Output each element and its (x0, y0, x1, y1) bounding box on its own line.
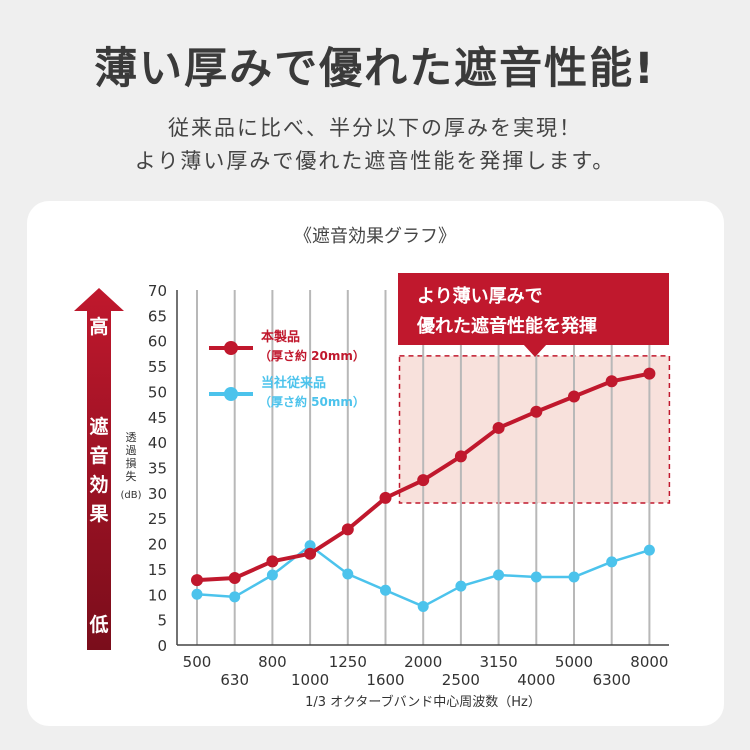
subtext-line-1: 従来品に比べ、半分以下の厚みを実現！ (168, 116, 582, 140)
data-point-product (605, 375, 618, 388)
y-axis-label-char: 過 (126, 444, 137, 457)
y-tick-label: 10 (148, 586, 167, 604)
x-tick-label: 800 (258, 653, 287, 671)
data-point-conventional (568, 571, 580, 583)
effect-arrow (74, 288, 124, 650)
x-tick-label: 1600 (366, 671, 404, 689)
data-point-product (191, 574, 203, 587)
x-tick-label: 8000 (630, 653, 668, 671)
callout-line-1: より薄い厚みで (417, 286, 543, 307)
effect-arrow-label-char: 果 (88, 503, 108, 525)
y-tick-label: 20 (148, 536, 167, 554)
y-tick-label: 30 (148, 485, 167, 503)
data-point-conventional (493, 569, 505, 581)
x-tick-label: 3150 (480, 653, 518, 671)
x-tick-label: 1000 (291, 671, 329, 689)
y-tick-label: 60 (148, 333, 167, 351)
y-tick-label: 15 (148, 561, 167, 579)
y-axis-label-char: 失 (126, 470, 137, 483)
y-tick-label: 45 (148, 409, 167, 427)
y-tick-label: 55 (148, 358, 167, 376)
effect-arrow-high: 高 (89, 315, 108, 338)
y-tick-label: 65 (148, 307, 167, 325)
x-tick-label: 4000 (517, 671, 555, 689)
x-axis-label: 1/3 オクターブバンド中心周波数（Hz） (305, 694, 541, 710)
data-point-conventional (342, 568, 354, 580)
y-tick-label: 35 (148, 460, 167, 478)
data-point-conventional (380, 584, 391, 596)
callout-box (398, 273, 669, 345)
data-point-product (417, 474, 430, 487)
data-point-product (568, 390, 580, 403)
x-tick-label: 2500 (442, 671, 480, 689)
callout-line-2: 優れた遮音性能を発揮 (416, 315, 597, 337)
legend-marker (224, 341, 238, 355)
y-axis-label-unit: (dB) (120, 490, 141, 501)
data-point-product (530, 405, 543, 418)
data-point-product (266, 555, 279, 568)
effect-arrow-label-char: 遮 (89, 415, 108, 438)
data-point-conventional (266, 569, 278, 581)
x-tick-label: 630 (220, 671, 249, 689)
legend-detail: （厚さ約 20mm） (259, 348, 365, 363)
x-tick-label: 2000 (404, 653, 442, 671)
data-point-product (643, 367, 656, 380)
data-point-conventional (643, 544, 655, 556)
legend-detail: （厚さ約 50mm） (259, 394, 365, 409)
data-point-product (379, 491, 392, 504)
headline: 薄い厚みで優れた遮音性能! (94, 44, 656, 94)
effect-arrow-label-char: 音 (89, 444, 108, 467)
data-point-product (454, 450, 467, 463)
sound-insulation-chart: 《遮音効果グラフ》 0 5 10 15 20 25 30 35 40 45 50 55 60 65 70 500… (74, 226, 671, 710)
chart-title: 《遮音効果グラフ》 (294, 226, 456, 247)
data-point-conventional (191, 588, 203, 600)
x-tick-label: 1250 (329, 653, 367, 671)
data-point-conventional (417, 600, 429, 612)
legend-marker (224, 387, 238, 401)
x-tick-label: 6300 (593, 671, 631, 689)
y-tick-label: 0 (157, 637, 167, 655)
data-point-product (341, 523, 354, 536)
data-point-conventional (304, 540, 316, 552)
data-point-conventional (606, 556, 618, 568)
effect-arrow-low: 低 (88, 613, 108, 636)
legend-label: 当社従来品 (261, 375, 326, 391)
data-point-conventional (229, 591, 241, 603)
y-axis-label-char: 透 (126, 431, 137, 444)
x-tick-label: 500 (183, 653, 212, 671)
data-point-product (228, 572, 241, 585)
effect-arrow-label-char: 効 (89, 473, 108, 496)
legend-label: 本製品 (261, 329, 300, 345)
y-axis-label-char: 損 (126, 456, 137, 470)
data-point-conventional (530, 571, 542, 583)
y-tick-label: 5 (157, 612, 167, 630)
data-point-product (492, 421, 505, 434)
chart-card: 《遮音効果グラフ》 0 5 10 15 20 25 30 35 40 45 50 55 60 65 70 500… (27, 201, 724, 726)
data-point-product (304, 547, 317, 560)
subtext-line-2: より薄い厚みで優れた遮音性能を発揮します。 (134, 149, 616, 173)
y-tick-label: 40 (148, 434, 167, 452)
data-point-conventional (455, 580, 467, 592)
y-tick-label: 25 (148, 510, 167, 528)
y-tick-label: 70 (148, 282, 167, 300)
callout-pointer (523, 344, 547, 357)
y-tick-label: 50 (148, 383, 167, 401)
x-tick-label: 5000 (555, 653, 593, 671)
